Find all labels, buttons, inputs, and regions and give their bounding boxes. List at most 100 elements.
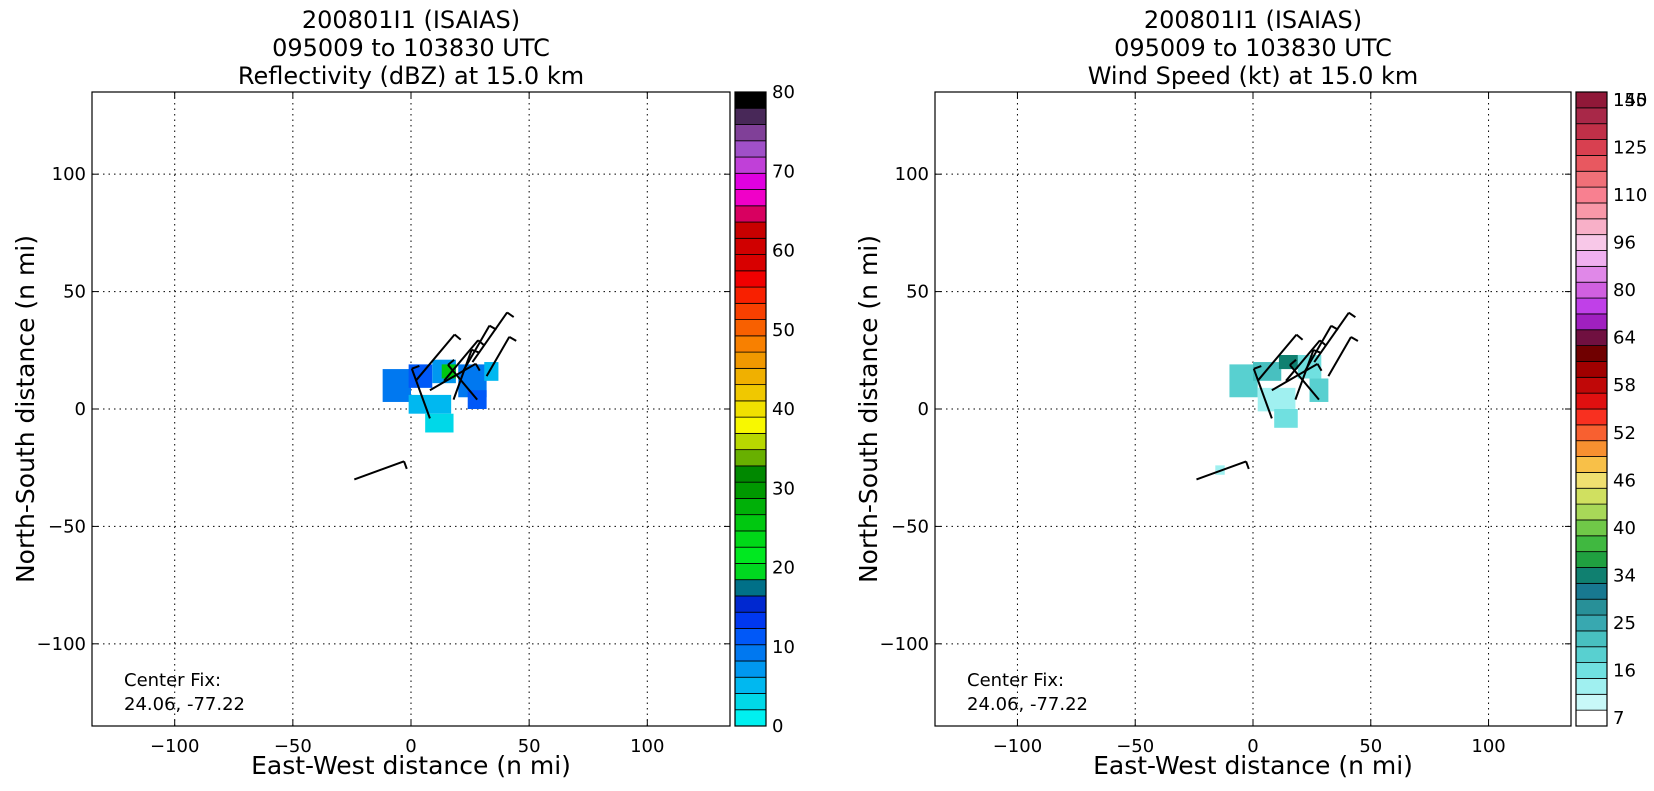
colorbar-segment [1575, 107, 1608, 125]
wind-barb-shaft [443, 339, 479, 382]
data-cell [1309, 378, 1329, 402]
colorbar-segment [734, 254, 767, 272]
x-tick-label: 0 [405, 736, 416, 757]
colorbar-segment [734, 693, 767, 711]
colorbar-tick-label: 40 [1613, 518, 1636, 539]
x-axis-label: East-West distance (n mi) [251, 751, 571, 780]
colorbar-segment [1575, 345, 1608, 362]
colorbar-segment [1575, 91, 1608, 109]
colorbar-segment [734, 270, 767, 288]
colorbar-segment [1575, 582, 1608, 600]
wind-barb-shaft [1294, 349, 1315, 400]
colorbar-segment [734, 237, 767, 255]
x-tick-label: −100 [150, 736, 199, 757]
colorbar-segment [1575, 567, 1608, 584]
wind-barb-shaft [429, 362, 477, 392]
colorbar-segment [734, 465, 767, 483]
colorbar-segment [734, 156, 767, 174]
colorbar-segment [1575, 265, 1608, 283]
y-tick-label: 0 [75, 399, 86, 420]
colorbar-segment [1575, 662, 1608, 679]
colorbar-segment [734, 221, 767, 239]
colorbar-segment [1575, 297, 1608, 315]
wind-barb-shaft [485, 336, 511, 377]
wind-barb-shaft [447, 364, 478, 401]
wind-barb-shaft [1252, 368, 1273, 419]
colorbar-segment [734, 628, 767, 646]
colorbar-segment [1575, 630, 1608, 648]
colorbar-segment [1575, 646, 1608, 664]
wind-barb-shaft [1313, 312, 1350, 363]
colorbar-tick-label: 0 [772, 716, 783, 737]
x-tick-label: 100 [630, 736, 664, 757]
colorbar-segment [734, 384, 767, 402]
chart-title-line: 095009 to 103830 UTC [272, 34, 550, 62]
colorbar-tick-label: 16 [1613, 661, 1636, 682]
plot-frame [934, 91, 1572, 727]
chart-title-line: Wind Speed (kt) at 15.0 km [1088, 62, 1419, 90]
wind-barb-shaft [353, 460, 405, 481]
wind-barb-flag [506, 311, 515, 318]
wind-barb-flag [403, 460, 408, 470]
data-cell [1274, 409, 1298, 428]
colorbar-tick-label: 80 [772, 82, 795, 103]
colorbar-segment [734, 530, 767, 548]
colorbar-segment [1575, 487, 1608, 505]
wind-barb-shaft [1271, 362, 1319, 392]
colorbar-segment [734, 400, 767, 418]
colorbar-frame [734, 91, 767, 727]
colorbar-segment [734, 449, 767, 467]
colorbar-segment [1575, 376, 1608, 394]
colorbar-segment [734, 91, 767, 109]
colorbar-segment [1575, 614, 1608, 632]
colorbar-segment [734, 514, 767, 532]
colorbar-tick-label: 52 [1613, 423, 1636, 444]
colorbar-segment [734, 579, 767, 597]
colorbar-tick-label: 46 [1613, 470, 1636, 491]
colorbar-segment [1575, 234, 1608, 251]
colorbar-segment [734, 432, 767, 451]
colorbar-segment [1575, 709, 1608, 727]
colorbar-tick-label: 125 [1613, 137, 1647, 158]
colorbar-segment [734, 498, 767, 516]
data-layer [1196, 311, 1359, 481]
data-cell [1278, 354, 1303, 370]
wind-barb-flag [1295, 333, 1304, 341]
wind-barb-flag [1313, 349, 1322, 354]
colorbar-tick-label: 40 [772, 399, 795, 420]
x-tick-label: 100 [1471, 736, 1505, 757]
center-fix-value: 24.06, -77.22 [124, 694, 245, 715]
colorbar-tick-label: 20 [772, 558, 795, 579]
wind-barb-flag [1245, 461, 1250, 470]
data-cell [425, 413, 454, 433]
colorbar-tick-label: 50 [772, 320, 795, 341]
wind-barb-flag [1289, 359, 1297, 366]
wind-barb-flag [1348, 311, 1356, 319]
colorbar-tick-label: 60 [772, 241, 795, 262]
x-tick-label: 50 [1359, 736, 1382, 757]
y-tick-label: −50 [48, 516, 86, 537]
colorbar-segment [1575, 519, 1608, 537]
colorbar-segment [734, 286, 767, 304]
y-tick-label: 50 [63, 282, 86, 303]
colorbar-segment [734, 124, 767, 142]
colorbar-segment [1575, 598, 1608, 616]
wind-barb-shaft [1256, 333, 1298, 382]
colorbar-segment [734, 611, 767, 629]
colorbar-segment [1575, 361, 1608, 378]
colorbar-segment [1575, 329, 1608, 347]
wind-barb-flag [1253, 365, 1262, 370]
colorbar-tick-label: 58 [1613, 375, 1636, 396]
colorbar-segment [734, 319, 767, 337]
colorbar-segment [734, 644, 767, 662]
x-tick-label: −100 [993, 736, 1042, 757]
colorbar-segment [734, 335, 767, 353]
colorbar-segment [1575, 693, 1608, 711]
wind-barb-flag [1350, 336, 1359, 342]
colorbar-segment [734, 660, 767, 678]
colorbar-segment [1575, 535, 1608, 553]
y-axis-label: North-South distance (n mi) [11, 235, 40, 583]
colorbar-tick-label: 140 [1613, 90, 1647, 111]
